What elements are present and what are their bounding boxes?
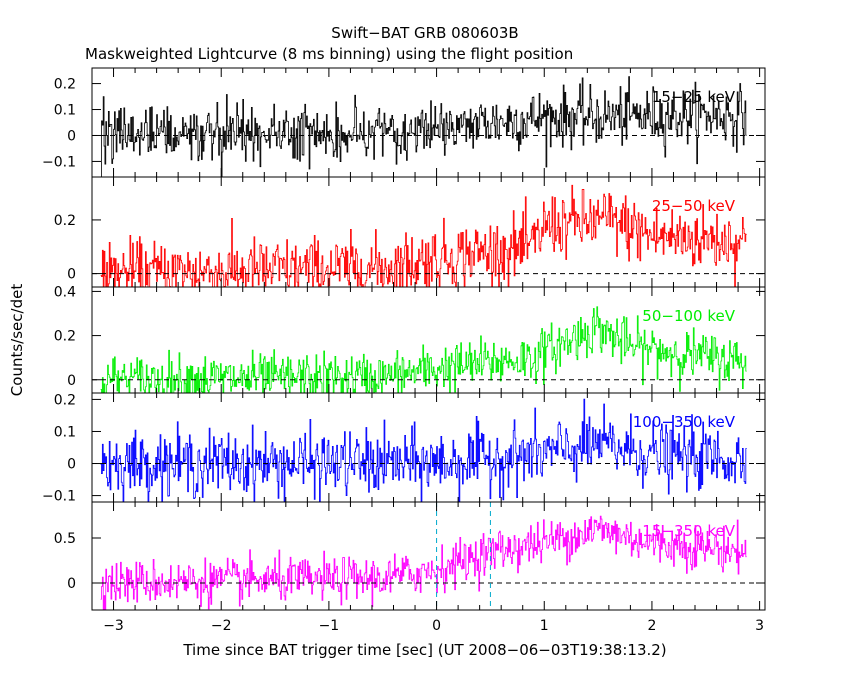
y-tick-label: 0.4 — [54, 284, 76, 300]
lightcurve-series-magenta — [100, 515, 747, 610]
y-tick-label: 0.2 — [54, 329, 76, 345]
energy-band-label: 15−25 keV — [652, 88, 736, 106]
y-tick-label: 0 — [67, 267, 76, 283]
lightcurve-series-green — [100, 306, 747, 393]
lightcurve-series-red — [100, 184, 747, 287]
x-tick-label: 0 — [432, 618, 441, 634]
x-axis-label: Time since BAT trigger time [sec] (UT 20… — [182, 641, 666, 659]
y-tick-label: 0 — [67, 373, 76, 389]
energy-band-label: 100−350 keV — [633, 413, 736, 431]
x-tick-label: −1 — [319, 618, 340, 634]
x-tick-label: 3 — [755, 618, 764, 634]
x-tick-label: −2 — [211, 618, 232, 634]
y-tick-label: 0.2 — [54, 392, 76, 408]
lightcurve-series-blue — [100, 398, 747, 502]
y-tick-label: 0.5 — [54, 531, 76, 547]
panel-2: 0 0.2 25−50 keV — [54, 176, 766, 288]
y-tick-label: 0 — [67, 457, 76, 473]
y-tick-label: 0.1 — [54, 424, 76, 440]
y-tick-label: 0 — [67, 128, 76, 144]
panel-1: −0.1 0 0.1 0.2 15−25 keV — [42, 67, 766, 178]
y-axis-label: Counts/sec/det — [8, 284, 26, 397]
y-tick-label: 0 — [67, 576, 76, 592]
panel-frame — [91, 67, 766, 178]
panel-frame — [91, 501, 766, 611]
y-tick-label: −0.1 — [42, 154, 76, 170]
y-tick-label: 0.2 — [54, 77, 76, 93]
x-tick-label: −3 — [103, 618, 124, 634]
x-tick-label: 2 — [647, 618, 656, 634]
y-tick-label: −0.1 — [42, 489, 76, 505]
energy-band-label: 50−100 keV — [642, 307, 735, 325]
chart-title: Swift−BAT GRB 080603B — [331, 24, 518, 42]
x-tick-label: 1 — [540, 618, 549, 634]
y-tick-label: 0.2 — [54, 213, 76, 229]
panels-group: −0.1 0 0.1 0.2 15−25 keV 0 0.2 25−50 keV 0 0.2 0.4… — [42, 67, 766, 634]
panel-5: 0 0.5 15−350 keV — [54, 501, 766, 611]
energy-band-label: 25−50 keV — [652, 197, 736, 215]
chart-subtitle: Maskweighted Lightcurve (8 ms binning) u… — [85, 45, 573, 63]
panel-4: −0.1 0 0.1 0.2 100−350 keV — [42, 392, 766, 505]
panel-3: 0 0.2 0.4 50−100 keV — [54, 284, 766, 394]
energy-band-label: 15−350 keV — [642, 522, 735, 540]
y-tick-label: 0.1 — [54, 103, 76, 119]
lightcurve-series-black — [101, 76, 747, 177]
